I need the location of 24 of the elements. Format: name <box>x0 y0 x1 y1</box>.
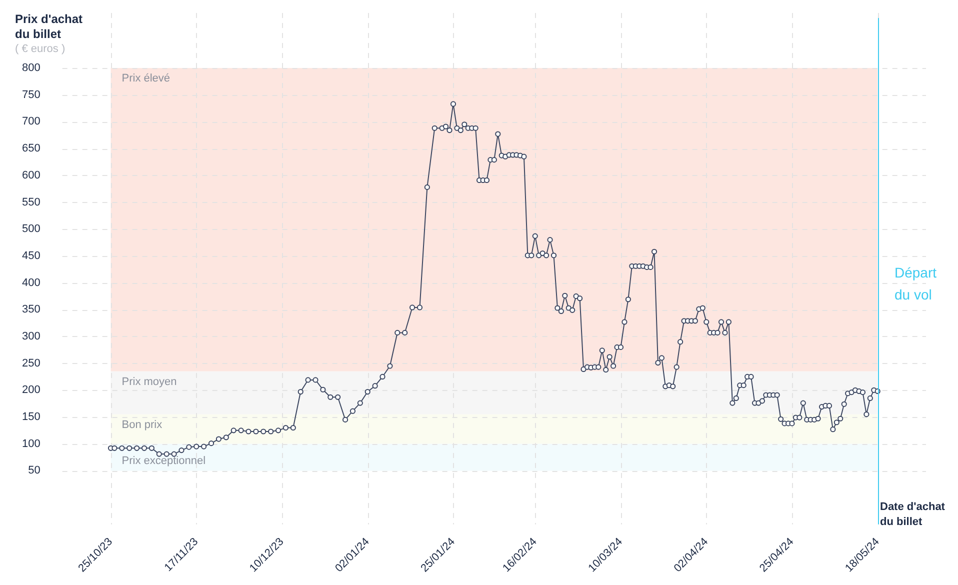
y-tick-label: 500 <box>22 223 40 236</box>
band-label: Prix exceptionnel <box>122 455 206 468</box>
y-tick-label: 300 <box>22 330 40 342</box>
y-tick-label: 400 <box>22 276 40 289</box>
y-tick-label: 450 <box>22 250 40 262</box>
y-tick-label: 600 <box>22 169 40 182</box>
y-tick-label: 650 <box>22 142 40 155</box>
text: ( € euros ) <box>15 42 66 57</box>
band-label: Bon prix <box>122 418 163 431</box>
y-tick-label: 350 <box>22 304 40 316</box>
y-tick-label: 150 <box>22 411 40 424</box>
y-tick-label: 100 <box>22 438 40 450</box>
y-tick-label: 550 <box>22 196 40 208</box>
ref-line-label: Départ du vol <box>894 264 937 303</box>
y-tick-label: 750 <box>22 88 40 101</box>
y-tick-label: 250 <box>22 357 40 370</box>
y-axis-title: Prix d'achat du billet <box>15 12 84 42</box>
band-label: Prix moyen <box>122 376 177 388</box>
band-label: Prix élevé <box>122 72 170 85</box>
y-tick-label: 800 <box>22 62 40 74</box>
x-axis-title: Date d'achat du billet <box>880 500 946 530</box>
y-tick-label: 700 <box>22 116 40 128</box>
y-tick-label: 200 <box>22 384 40 396</box>
y-tick-label: 50 <box>28 464 40 477</box>
